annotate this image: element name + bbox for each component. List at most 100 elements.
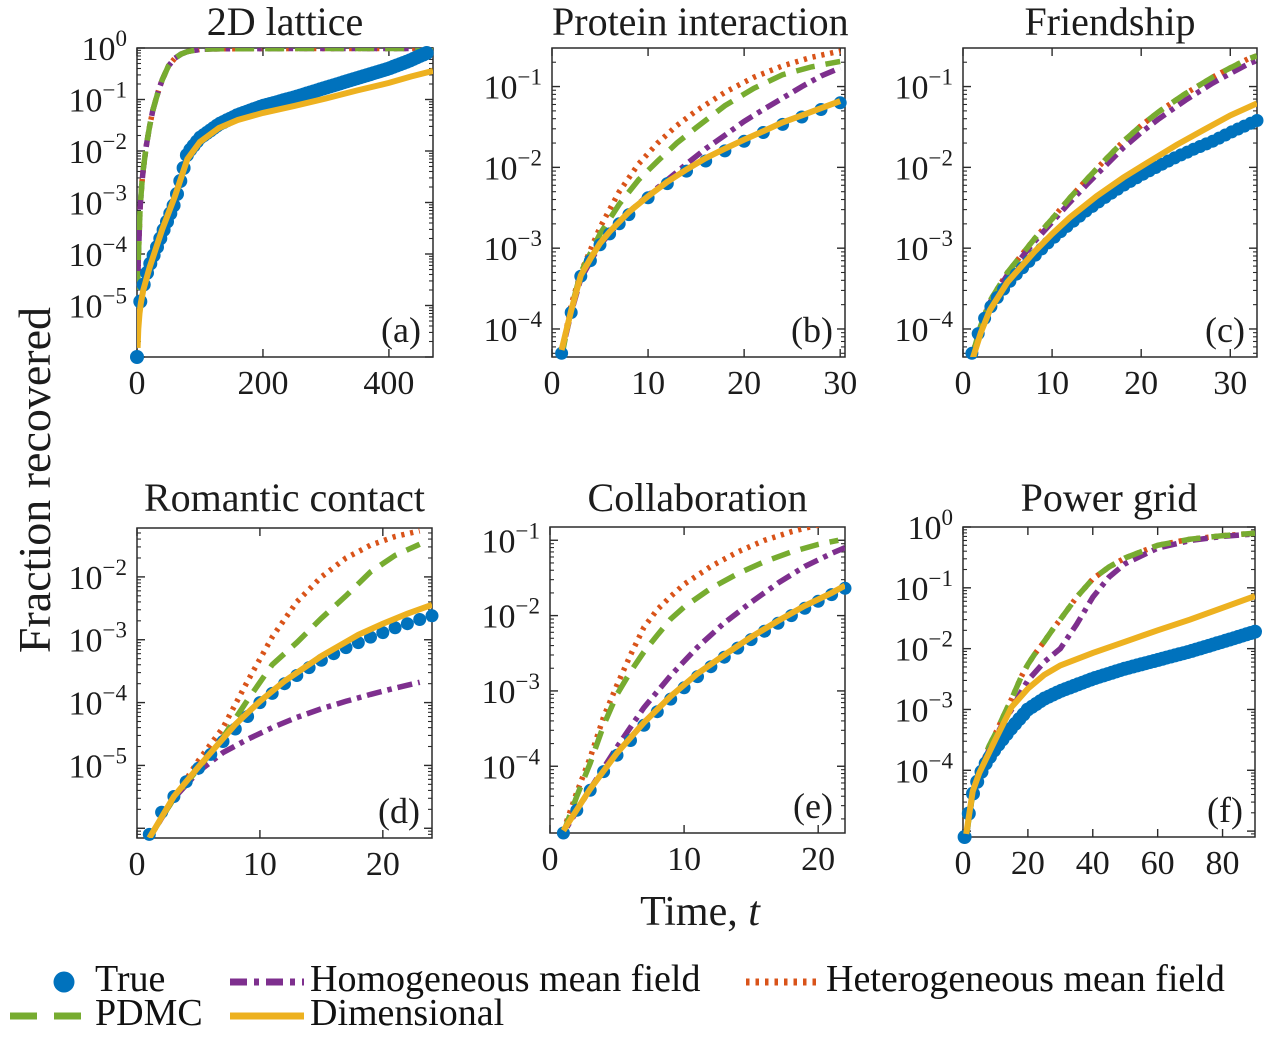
series	[965, 53, 1264, 360]
x-tick-label: 200	[237, 365, 288, 400]
y-tick-label: 10−3	[895, 687, 953, 729]
axes: 0 10 20 10−4 10−3 10−2 10−1	[482, 518, 846, 878]
series-dimensional	[558, 98, 842, 351]
y-tick-label: 10−3	[69, 181, 127, 223]
x-tick-label: 0	[955, 845, 972, 882]
y-tick-label: 10−4	[69, 681, 128, 723]
y-tick-label: 10−3	[69, 618, 127, 660]
series	[142, 528, 439, 841]
chart-2d-lattice: 0 200 400 10−5 10−4 10−3 10−2 10−1 100	[69, 26, 434, 400]
series	[556, 527, 852, 840]
x-tick-label: 20	[366, 846, 400, 883]
y-tick-label: 10−2	[69, 129, 127, 171]
x-tick-label: 10	[667, 841, 701, 878]
series-homogeneous	[146, 679, 421, 838]
plot-title-protein-interaction: Protein interaction	[552, 0, 849, 44]
x-tick-label: 20	[1124, 365, 1158, 400]
x-tick-label: 80	[1206, 845, 1240, 882]
y-tick-label: 10−2	[482, 594, 540, 636]
series-heterogeneous	[558, 48, 841, 354]
x-tick-label: 20	[801, 841, 835, 878]
chart-power-grid: 0 20 40 60 80 10−4 10−3 10−2 10−1 100	[895, 505, 1262, 882]
dimensional-line-icon	[230, 1012, 304, 1020]
y-tick-label: 10−1	[895, 566, 953, 608]
series-dimensional	[963, 593, 1255, 835]
series-heterogeneous	[137, 48, 433, 291]
axes: 0 10 20 30 10−4 10−3 10−2 10−1	[484, 47, 857, 400]
y-tick-label: 10−4	[895, 307, 954, 349]
axes: 0 20 40 60 80 10−4 10−3 10−2 10−1 100	[895, 505, 1256, 882]
y-tick-label: 10−1	[484, 65, 542, 107]
panel-label-a: (a)	[381, 310, 421, 350]
series	[555, 48, 847, 360]
x-tick-label: 10	[631, 365, 665, 400]
y-tick-label: 10−4	[482, 744, 541, 786]
panel-label-e: (e)	[793, 786, 833, 826]
legend-label-pdmc: PDMC	[95, 992, 203, 1034]
series-pdmc	[137, 48, 433, 291]
chart-romantic-contact: 0 10 20 10−5 10−4 10−3 10−2	[69, 527, 439, 883]
x-axis-label-variable: t	[748, 889, 760, 935]
x-tick-label: 60	[1141, 845, 1175, 882]
x-tick-label: 40	[1076, 845, 1110, 882]
y-tick-label: 10−1	[482, 518, 540, 560]
axes: 0 10 20 10−5 10−4 10−3 10−2	[69, 527, 433, 883]
series-pdmc	[560, 537, 839, 833]
plot-title-power-grid: Power grid	[1020, 475, 1198, 520]
x-tick-label: 0	[129, 365, 146, 400]
y-tick-label: 10−2	[69, 555, 127, 597]
y-tick-label: 10−5	[69, 284, 127, 326]
y-tick-label: 10−3	[482, 669, 540, 711]
plot-title-collaboration: Collaboration	[587, 475, 808, 520]
panel-label-f: (f)	[1207, 790, 1243, 830]
y-tick-label: 10−2	[895, 627, 953, 669]
y-tick-label: 10−5	[69, 743, 127, 785]
x-tick-label: 30	[1213, 365, 1247, 400]
legend-label-homogeneous: Homogeneous mean field	[310, 958, 701, 1000]
series-dimensional	[146, 601, 432, 838]
series	[130, 46, 434, 364]
series-heterogeneous	[963, 530, 1255, 837]
y-tick-label: 10−4	[895, 748, 954, 790]
axes: 0 10 20 30 10−4 10−3 10−2 10−1	[895, 47, 1258, 400]
chart-collaboration: 0 10 20 10−4 10−3 10−2 10−1	[482, 518, 852, 878]
x-tick-label: 0	[542, 841, 559, 878]
y-tick-label: 10−2	[484, 145, 542, 187]
series-pdmc	[969, 53, 1257, 357]
y-tick-label: 10−3	[484, 226, 542, 268]
x-tick-label: 10	[243, 846, 277, 883]
panel-label-d: (d)	[378, 791, 420, 831]
homogeneous-line-icon	[230, 978, 304, 986]
chart-friendship: 0 10 20 30 10−4 10−3 10−2 10−1	[895, 47, 1264, 400]
x-tick-label: 10	[1035, 365, 1069, 400]
chart-protein-interaction: 0 10 20 30 10−4 10−3 10−2 10−1	[484, 47, 857, 400]
x-axis-label: Time, t	[400, 888, 1000, 936]
y-tick-label: 10−3	[895, 226, 953, 268]
x-tick-label: 0	[544, 365, 561, 400]
pdmc-line-icon	[10, 1012, 88, 1020]
true-marker-icon	[53, 971, 75, 993]
y-tick-label: 100	[908, 505, 954, 547]
series-dimensional	[137, 67, 433, 349]
x-tick-label: 20	[1011, 845, 1045, 882]
x-tick-label: 30	[823, 365, 857, 400]
series-homogeneous	[558, 65, 842, 354]
x-tick-label: 20	[727, 365, 761, 400]
legend-label-true: True	[95, 958, 166, 1000]
y-tick-label: 10−1	[895, 65, 953, 107]
series-dimensional	[970, 100, 1257, 357]
y-tick-label: 100	[82, 26, 128, 68]
series-true	[957, 624, 1262, 844]
x-tick-label: 0	[955, 365, 972, 400]
x-tick-label: 400	[363, 365, 414, 400]
y-tick-label: 10−1	[69, 78, 127, 120]
y-tick-label: 10−2	[895, 145, 953, 187]
y-tick-label: 10−4	[484, 307, 543, 349]
series-dimensional	[560, 582, 845, 833]
axes: 0 200 400 10−5 10−4 10−3 10−2 10−1 100	[69, 26, 434, 400]
y-tick-label: 10−4	[69, 232, 128, 274]
legend-label-dimensional: Dimensional	[310, 992, 505, 1034]
series	[957, 530, 1262, 844]
x-tick-label: 0	[129, 846, 146, 883]
